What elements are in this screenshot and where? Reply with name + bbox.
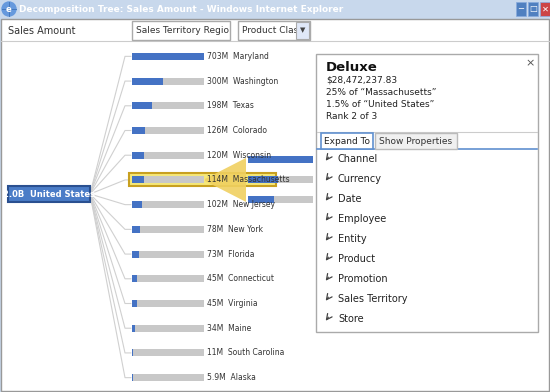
- Text: 120M  Wisconsin: 120M Wisconsin: [207, 151, 271, 160]
- FancyBboxPatch shape: [375, 133, 457, 149]
- Bar: [248, 196, 313, 203]
- Text: 1.5% of “United States”: 1.5% of “United States”: [326, 100, 434, 109]
- Text: Sales Territory: Sales Territory: [338, 294, 408, 304]
- Text: 5.9M  Alaska: 5.9M Alaska: [207, 373, 256, 382]
- Text: ×: ×: [525, 58, 535, 68]
- Bar: [132, 349, 133, 356]
- Bar: [132, 300, 136, 307]
- Bar: [248, 156, 313, 163]
- Text: 24M  Economy: 24M Economy: [316, 196, 372, 205]
- Bar: [540, 2, 550, 16]
- Text: Show Properties: Show Properties: [379, 136, 453, 145]
- Bar: [132, 53, 204, 60]
- Bar: [296, 22, 309, 39]
- FancyBboxPatch shape: [129, 173, 276, 187]
- Text: Rank 2 of 3: Rank 2 of 3: [326, 111, 377, 120]
- Bar: [132, 152, 204, 159]
- Text: 2.0B  United States: 2.0B United States: [3, 189, 95, 198]
- Bar: [132, 102, 204, 109]
- Bar: [248, 176, 313, 183]
- Text: □: □: [529, 4, 537, 13]
- FancyBboxPatch shape: [238, 21, 310, 40]
- Bar: [132, 176, 204, 183]
- FancyBboxPatch shape: [321, 133, 373, 149]
- Bar: [132, 78, 204, 85]
- Text: 45M  Virginia: 45M Virginia: [207, 299, 257, 308]
- Text: Store: Store: [338, 314, 364, 324]
- Text: 114M  Massachusetts: 114M Massachusetts: [207, 176, 290, 184]
- Bar: [516, 2, 526, 16]
- Bar: [132, 201, 204, 208]
- Bar: [132, 102, 152, 109]
- Text: 73M  Florida: 73M Florida: [207, 250, 255, 259]
- Bar: [132, 250, 140, 258]
- Text: Expand To: Expand To: [324, 136, 370, 145]
- Bar: [132, 275, 204, 282]
- Text: ✕: ✕: [542, 4, 548, 13]
- Text: 126M  Colorado: 126M Colorado: [207, 126, 267, 135]
- FancyBboxPatch shape: [8, 186, 90, 202]
- Bar: [132, 226, 204, 233]
- Bar: [132, 78, 163, 85]
- Bar: [132, 152, 144, 159]
- Text: Currency: Currency: [338, 174, 382, 184]
- Text: 703M  Maryland: 703M Maryland: [207, 52, 269, 61]
- Text: Entity: Entity: [338, 234, 367, 244]
- Bar: [248, 196, 273, 203]
- Text: 102M  New Jersey: 102M New Jersey: [207, 200, 275, 209]
- Text: Date: Date: [338, 194, 361, 204]
- Text: ▼: ▼: [300, 27, 306, 33]
- Text: Employee: Employee: [338, 214, 386, 224]
- Bar: [528, 2, 538, 16]
- Text: Product: Product: [338, 254, 375, 264]
- Bar: [132, 201, 142, 208]
- Text: e: e: [6, 4, 12, 13]
- Bar: [132, 300, 204, 307]
- Text: Channel: Channel: [338, 154, 378, 164]
- Polygon shape: [205, 158, 246, 202]
- Text: 45M  Connecticut: 45M Connecticut: [207, 274, 274, 283]
- Text: −: −: [518, 4, 525, 13]
- Text: Sales Amount: Sales Amount: [8, 25, 75, 36]
- Bar: [132, 275, 136, 282]
- Text: 11M  South Carolina: 11M South Carolina: [207, 348, 284, 358]
- Bar: [132, 374, 204, 381]
- Text: 28M  Deluxe: 28M Deluxe: [316, 176, 364, 184]
- Text: Product Class: Product Class: [242, 26, 303, 35]
- Bar: [132, 250, 204, 258]
- Text: 61M  Regular: 61M Regular: [316, 156, 367, 164]
- Text: 78M  New York: 78M New York: [207, 225, 263, 234]
- Bar: [132, 325, 204, 332]
- Bar: [132, 325, 135, 332]
- Bar: [132, 53, 204, 60]
- Text: 198M  Texas: 198M Texas: [207, 101, 254, 110]
- FancyBboxPatch shape: [132, 21, 230, 40]
- Circle shape: [2, 2, 16, 16]
- Text: 34M  Maine: 34M Maine: [207, 324, 251, 333]
- Bar: [132, 127, 204, 134]
- Text: 25% of “Massachusetts”: 25% of “Massachusetts”: [326, 87, 436, 96]
- Bar: [132, 127, 145, 134]
- Text: $28,472,237.83: $28,472,237.83: [326, 76, 397, 85]
- Text: Promotion: Promotion: [338, 274, 388, 284]
- Bar: [132, 176, 144, 183]
- Bar: [248, 156, 313, 163]
- Bar: [132, 349, 204, 356]
- Text: Decomposition Tree: Sales Amount - Windows Internet Explorer: Decomposition Tree: Sales Amount - Windo…: [19, 4, 343, 13]
- Bar: [248, 176, 278, 183]
- Bar: [132, 226, 140, 233]
- Text: 300M  Washington: 300M Washington: [207, 76, 278, 85]
- Bar: [132, 374, 133, 381]
- Text: Deluxe: Deluxe: [326, 60, 378, 74]
- Text: Sales Territory Regio: Sales Territory Regio: [136, 26, 229, 35]
- FancyBboxPatch shape: [316, 54, 538, 332]
